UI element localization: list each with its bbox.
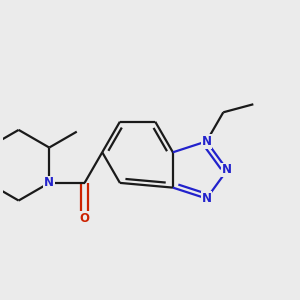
- Text: N: N: [222, 164, 232, 176]
- Text: O: O: [80, 212, 90, 225]
- Text: N: N: [202, 192, 212, 205]
- Text: N: N: [44, 176, 54, 189]
- Text: N: N: [202, 135, 212, 148]
